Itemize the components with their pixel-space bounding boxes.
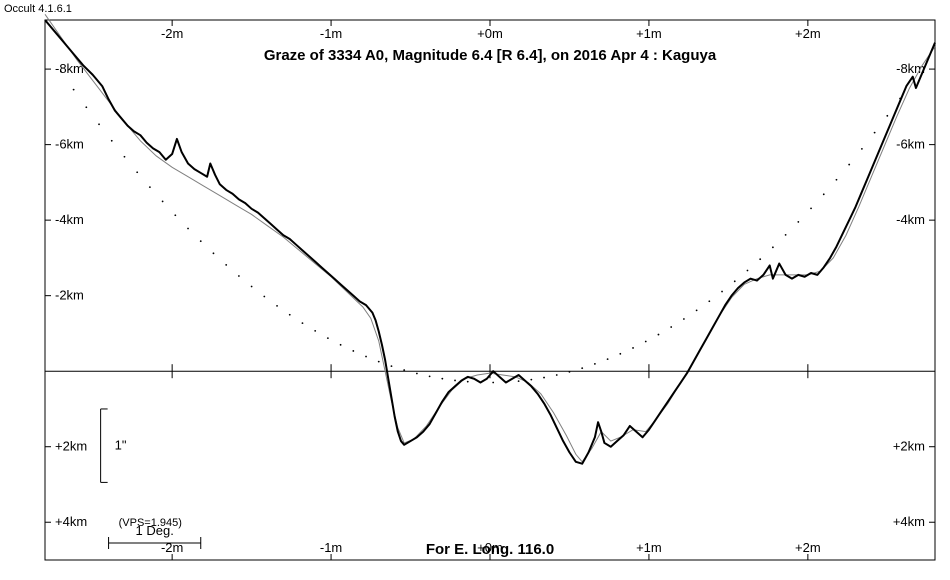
dotted-curve-point (340, 344, 342, 346)
dotted-curve-point (823, 193, 825, 195)
dotted-curve-point (848, 164, 850, 166)
x-tick-label-top: +1m (636, 26, 662, 41)
dotted-curve-point (696, 310, 698, 312)
dotted-curve-point (136, 171, 138, 173)
dotted-curve-point (518, 380, 520, 382)
arcsec-scale-label: 1" (115, 438, 127, 453)
dotted-curve-point (797, 221, 799, 223)
dotted-curve-point (683, 318, 685, 320)
dotted-curve-point (365, 356, 367, 358)
dotted-curve-point (772, 246, 774, 248)
dotted-curve-point (759, 258, 761, 260)
dotted-curve-point (492, 382, 494, 384)
y-tick-label-right: -6km (896, 137, 925, 152)
dotted-curve-point (467, 381, 469, 383)
dotted-curve-point (441, 378, 443, 380)
dotted-curve-point (556, 374, 558, 376)
dotted-curve-point (569, 371, 571, 373)
x-tick-label-top: -2m (161, 26, 183, 41)
dotted-curve-point (886, 115, 888, 117)
dotted-curve-point (581, 367, 583, 369)
dotted-curve-point (85, 106, 87, 108)
chart-bottom-label: For E. Long. 116.0 (426, 541, 554, 558)
dotted-curve-point (213, 252, 215, 254)
chart-background (0, 0, 950, 580)
dotted-curve-point (314, 330, 316, 332)
dotted-curve-point (98, 123, 100, 125)
graze-profile-chart: -2m-1m+0m+1m+2m-2m-1m+0m+1m+2m-8km-6km-4… (0, 0, 950, 580)
x-tick-label-top: +2m (795, 26, 821, 41)
dotted-curve-point (302, 322, 304, 324)
dotted-curve-point (658, 334, 660, 336)
dotted-curve-point (174, 214, 176, 216)
dotted-curve-point (263, 296, 265, 298)
dotted-curve-point (238, 275, 240, 277)
y-tick-label-right: -4km (896, 212, 925, 227)
dotted-curve-point (416, 373, 418, 375)
dotted-curve-point (607, 358, 609, 360)
x-tick-label-bottom: -1m (320, 540, 342, 555)
dotted-curve-point (124, 156, 126, 158)
x-tick-label-bottom: -2m (161, 540, 183, 555)
dotted-curve-point (378, 361, 380, 363)
deg-scale-label: 1 Deg. (136, 523, 174, 538)
dotted-curve-point (251, 286, 253, 288)
dotted-curve-point (162, 201, 164, 203)
dotted-curve-point (670, 326, 672, 328)
x-tick-label-bottom: +2m (795, 540, 821, 555)
dotted-curve-point (734, 280, 736, 282)
dotted-curve-point (289, 314, 291, 316)
dotted-curve-point (111, 140, 113, 142)
dotted-curve-point (187, 228, 189, 230)
dotted-curve-point (861, 148, 863, 150)
dotted-curve-point (225, 264, 227, 266)
y-tick-label-left: -4km (55, 212, 84, 227)
chart-container: -2m-1m+0m+1m+2m-2m-1m+0m+1m+2m-8km-6km-4… (0, 0, 950, 580)
y-tick-label-right: +4km (893, 514, 925, 529)
dotted-curve-point (619, 353, 621, 355)
dotted-curve-point (530, 379, 532, 381)
dotted-curve-point (276, 305, 278, 307)
dotted-curve-point (543, 377, 545, 379)
dotted-curve-point (721, 291, 723, 293)
dotted-curve-point (352, 350, 354, 352)
dotted-curve-point (708, 300, 710, 302)
dotted-curve-point (149, 186, 151, 188)
dotted-curve-point (874, 132, 876, 134)
x-tick-label-top: -1m (320, 26, 342, 41)
y-tick-label-left: -2km (55, 288, 84, 303)
dotted-curve-point (454, 380, 456, 382)
dotted-curve-point (836, 179, 838, 181)
dotted-curve-point (403, 369, 405, 371)
dotted-curve-point (632, 347, 634, 349)
tool-version-label: Occult 4.1.6.1 (4, 3, 72, 15)
dotted-curve-point (429, 375, 431, 377)
y-tick-label-right: +2km (893, 439, 925, 454)
x-tick-label-top: +0m (477, 26, 503, 41)
y-tick-label-left: +4km (55, 514, 87, 529)
dotted-curve-point (810, 208, 812, 210)
dotted-curve-point (327, 337, 329, 339)
dotted-curve-point (200, 240, 202, 242)
chart-title: Graze of 3334 A0, Magnitude 6.4 [R 6.4],… (264, 47, 717, 64)
dotted-curve-point (73, 89, 75, 91)
dotted-curve-point (747, 270, 749, 272)
dotted-curve-point (785, 234, 787, 236)
y-tick-label-left: +2km (55, 439, 87, 454)
dotted-curve-point (594, 363, 596, 365)
dotted-curve-point (60, 71, 62, 73)
y-tick-label-left: -6km (55, 137, 84, 152)
dotted-curve-point (645, 341, 647, 343)
dotted-curve-point (391, 365, 393, 367)
x-tick-label-bottom: +1m (636, 540, 662, 555)
